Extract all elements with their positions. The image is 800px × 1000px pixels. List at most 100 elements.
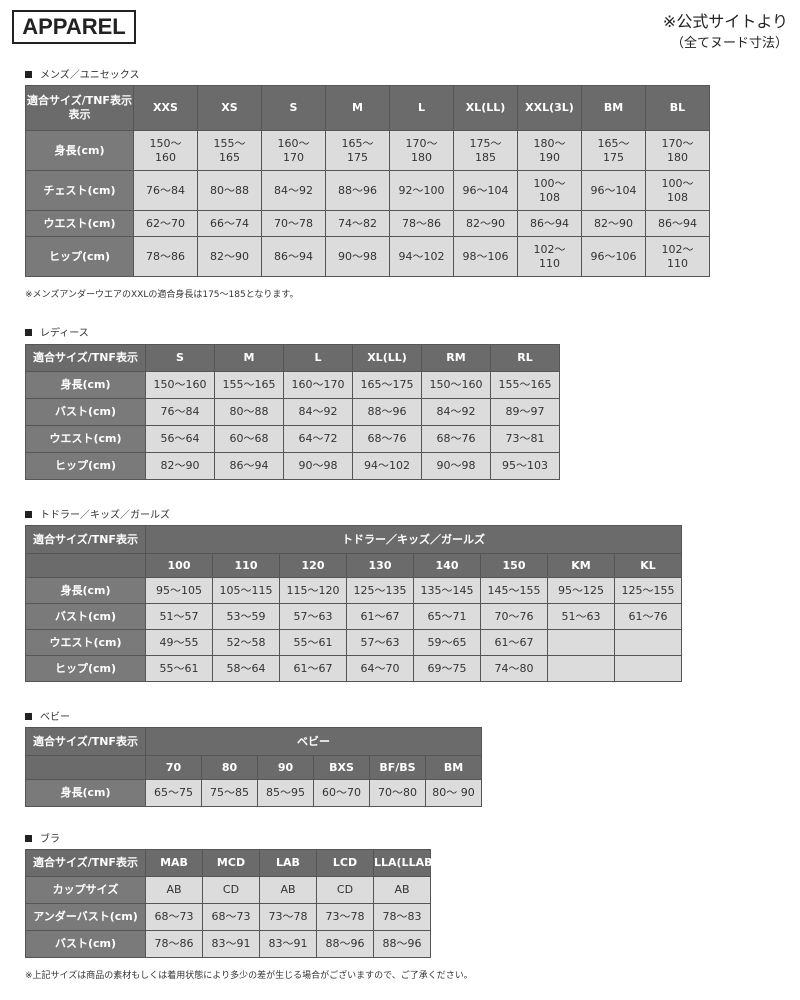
row-label: ウエスト(cm) bbox=[25, 425, 146, 453]
bullet bbox=[25, 713, 32, 720]
size-cell: 90～98 bbox=[421, 452, 491, 480]
size-cell: 83～91 bbox=[259, 930, 317, 958]
size-cell: 78～86 bbox=[133, 236, 198, 277]
row-label: 身長(cm) bbox=[25, 577, 146, 604]
size-cell: 94～102 bbox=[352, 452, 422, 480]
note: ※メンズアンダーウエアのXXLの適合身長は175～185となります。 bbox=[25, 290, 299, 300]
size-header: RL bbox=[490, 344, 560, 372]
size-cell: 83～91 bbox=[202, 930, 260, 958]
header-row: 100 110 120 130 140 150 KM KL bbox=[25, 553, 682, 578]
corner-cell: 適合サイズ/TNF表示 bbox=[25, 525, 146, 554]
size-cell: 94～102 bbox=[389, 236, 454, 277]
row-label: バスト(cm) bbox=[25, 398, 146, 426]
size-cell: 160～170 bbox=[283, 371, 353, 399]
source-note: （全てヌード寸法） bbox=[670, 36, 788, 51]
size-cell: 70～80 bbox=[369, 779, 426, 807]
size-table: 適合サイズ/TNF表示 MAB MCD LAB LCD LLA(LLAB) カップサイズ AB… bbox=[25, 849, 438, 958]
size-cell bbox=[614, 655, 682, 682]
size-cell: 80～88 bbox=[214, 398, 284, 426]
size-cell: CD bbox=[202, 876, 260, 904]
size-cell: 95～103 bbox=[490, 452, 560, 480]
size-cell: 76～84 bbox=[133, 170, 198, 211]
size-cell: 86～94 bbox=[261, 236, 326, 277]
size-cell: 73～81 bbox=[490, 425, 560, 453]
size-table: 適合サイズ/TNF表示 表示 XXS XS S M L XL(LL) XXL(3L) BM BL 身… bbox=[25, 85, 710, 277]
size-cell: 51～63 bbox=[547, 603, 615, 630]
size-cell: 76～84 bbox=[145, 398, 215, 426]
size-cell bbox=[547, 655, 615, 682]
size-cell: 86～94 bbox=[517, 210, 582, 237]
size-cell: 56～64 bbox=[145, 425, 215, 453]
size-header: L bbox=[389, 85, 454, 131]
section-heading: トドラー／キッズ／ガールズ bbox=[25, 506, 170, 521]
group-cell: トドラー／キッズ／ガールズ bbox=[145, 525, 682, 554]
body-row: 身長(cm) 65～75 75～85 85～95 60～70 70～80 80～ 90 bbox=[25, 779, 483, 807]
size-cell: 66～74 bbox=[197, 210, 262, 237]
size-cell: 88～96 bbox=[325, 170, 390, 211]
size-cell: 125～155 bbox=[614, 577, 682, 604]
size-header: LCD bbox=[316, 849, 374, 877]
size-header: BXS bbox=[313, 755, 370, 780]
size-cell: 88～96 bbox=[316, 930, 374, 958]
size-cell: 125～135 bbox=[346, 577, 414, 604]
size-cell: 96～106 bbox=[581, 236, 646, 277]
body-row: 身長(cm) 150～ 160 155～ 165 160～ 170 165～ 175 17… bbox=[25, 130, 710, 171]
size-cell: 78～86 bbox=[145, 930, 203, 958]
size-cell: 90～98 bbox=[283, 452, 353, 480]
row-label: バスト(cm) bbox=[25, 603, 146, 630]
row-label: ウエスト(cm) bbox=[25, 210, 134, 237]
size-cell: 95～105 bbox=[145, 577, 213, 604]
size-cell: 64～72 bbox=[283, 425, 353, 453]
header-row: 適合サイズ/TNF表示 表示 XXS XS S M L XL(LL) XXL(3L) BM BL bbox=[25, 85, 710, 131]
size-header: 110 bbox=[212, 553, 280, 578]
size-header: XL(LL) bbox=[352, 344, 422, 372]
size-cell: 55～61 bbox=[145, 655, 213, 682]
size-cell: 57～63 bbox=[346, 629, 414, 656]
size-cell: 68～73 bbox=[145, 903, 203, 931]
row-label: カップサイズ bbox=[25, 876, 146, 904]
size-cell: 102～ 110 bbox=[517, 236, 582, 277]
size-cell: 78～83 bbox=[373, 903, 431, 931]
size-header: XL(LL) bbox=[453, 85, 518, 131]
size-cell: 68～76 bbox=[421, 425, 491, 453]
size-header: BL bbox=[645, 85, 710, 131]
size-cell: 155～165 bbox=[214, 371, 284, 399]
row-label: 身長(cm) bbox=[25, 371, 146, 399]
size-header: XXL(3L) bbox=[517, 85, 582, 131]
size-cell: 49～55 bbox=[145, 629, 213, 656]
header-row: 適合サイズ/TNF表示 トドラー／キッズ／ガールズ bbox=[25, 525, 682, 554]
size-header: S bbox=[261, 85, 326, 131]
size-header: M bbox=[214, 344, 284, 372]
size-header: 80 bbox=[201, 755, 258, 780]
size-cell: 61～67 bbox=[480, 629, 548, 656]
size-cell: 82～90 bbox=[145, 452, 215, 480]
size-cell: 96～104 bbox=[453, 170, 518, 211]
size-cell: AB bbox=[373, 876, 431, 904]
size-cell: 68～73 bbox=[202, 903, 260, 931]
bullet bbox=[25, 71, 32, 78]
size-cell: AB bbox=[259, 876, 317, 904]
body-row: バスト(cm) 51～57 53～59 57～63 61～67 65～71 70～76 51～… bbox=[25, 603, 682, 630]
size-cell: 102～ 110 bbox=[645, 236, 710, 277]
row-label: アンダーバスト(cm) bbox=[25, 903, 146, 931]
size-cell: 85～95 bbox=[257, 779, 314, 807]
size-header: 120 bbox=[279, 553, 347, 578]
bullet bbox=[25, 835, 32, 842]
section-heading: メンズ／ユニセックス bbox=[25, 66, 140, 81]
section-heading: ベビー bbox=[25, 708, 70, 723]
heading-text: メンズ／ユニセックス bbox=[40, 70, 140, 81]
size-cell: 160～ 170 bbox=[261, 130, 326, 171]
header-row: 70 80 90 BXS BF/BS BM bbox=[25, 755, 483, 780]
size-cell: 68～76 bbox=[352, 425, 422, 453]
row-label: 身長(cm) bbox=[25, 779, 146, 807]
body-row: 身長(cm) 95～105 105～115 115～120 125～135 135～145… bbox=[25, 577, 682, 604]
size-cell: 75～85 bbox=[201, 779, 258, 807]
size-cell: 65～71 bbox=[413, 603, 481, 630]
bullet bbox=[25, 329, 32, 336]
corner-cell: 適合サイズ/TNF表示 bbox=[25, 344, 146, 372]
heading-text: ベビー bbox=[40, 712, 70, 723]
size-cell: 62～70 bbox=[133, 210, 198, 237]
size-header: 70 bbox=[145, 755, 202, 780]
size-cell: 95～125 bbox=[547, 577, 615, 604]
corner-cell: 適合サイズ/TNF表示 bbox=[25, 849, 146, 877]
